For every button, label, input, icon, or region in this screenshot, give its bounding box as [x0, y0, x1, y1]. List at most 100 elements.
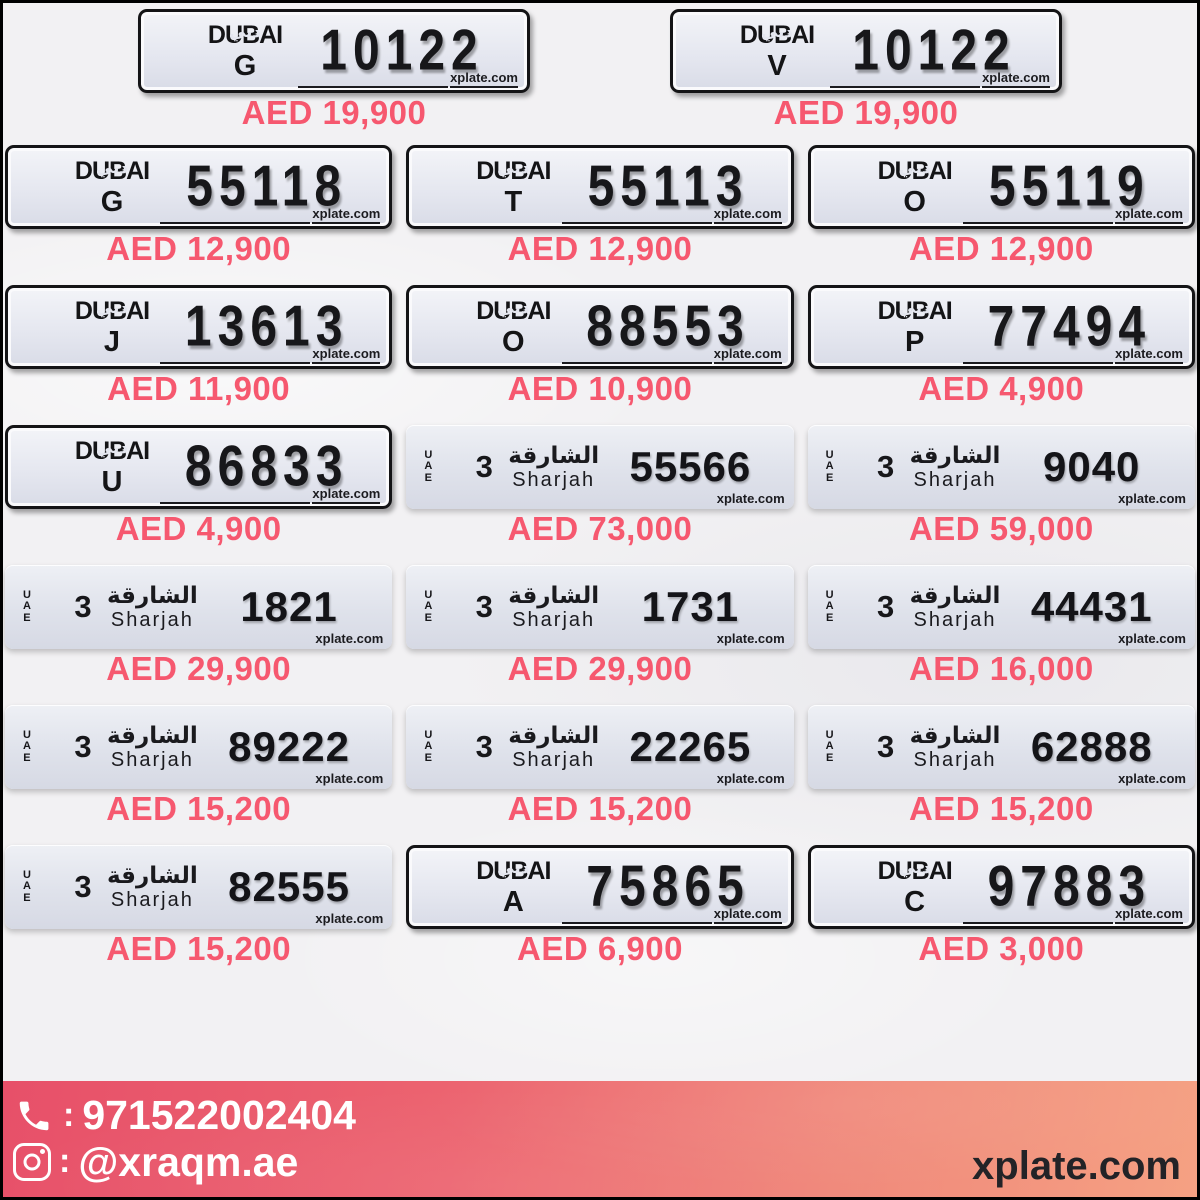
separator-colon: :	[59, 1142, 71, 1181]
dubai-plate: DUBAI دبي V 10122 xplate.com	[670, 9, 1062, 93]
plate-price: AED 19,900	[241, 94, 427, 131]
sharjah-arabic-label: الشارقة	[909, 722, 1001, 749]
plate-number: 44431	[1030, 583, 1153, 630]
uae-label: U A E	[424, 588, 433, 624]
sharjah-latin-label: Sharjah	[512, 748, 596, 771]
plate-price: AED 4,900	[918, 370, 1085, 407]
plate-listing: U A E 3 الشارقة Sharjah 22265 xplate.com…	[406, 705, 794, 825]
dubai-logo-latin: DUBAI	[877, 157, 953, 185]
plate-grid: DUBAI دبي G 55118 xplate.com AED 12,900 …	[3, 129, 1197, 965]
sharjah-city-label: الشارقة Sharjah	[909, 442, 1001, 491]
plate-listing: DUBAI دبي T 55113 xplate.com AED 12,900	[406, 145, 794, 265]
plate-code-letter: V	[767, 50, 787, 82]
plate-left-block: DUBAI دبي O	[409, 297, 569, 357]
plate-number: 1731	[641, 583, 740, 630]
xplate-watermark: xplate.com	[160, 486, 381, 504]
plate-number: 10122	[320, 18, 484, 83]
sharjah-city-label: الشارقة Sharjah	[508, 584, 599, 631]
xplate-watermark: xplate.com	[716, 631, 785, 647]
dubai-plate: DUBAI دبي P 77494 xplate.com	[807, 285, 1195, 369]
instagram-icon	[13, 1143, 51, 1182]
sharjah-arabic-label: الشارقة	[909, 582, 1001, 609]
instagram-line: : @xraqm.ae	[13, 1138, 356, 1185]
sharjah-latin-label: Sharjah	[110, 888, 194, 911]
plate-code-digit: 3	[475, 589, 493, 624]
plate-number: 1821	[240, 583, 338, 630]
plate-listing: U A E 3 الشارقة Sharjah 44431 xplate.com…	[807, 565, 1195, 685]
sharjah-plate: U A E 3 الشارقة Sharjah 62888 xplate.com	[807, 705, 1195, 789]
sharjah-arabic-label: الشارقة	[909, 442, 1001, 469]
separator-colon: :	[63, 1096, 75, 1135]
uae-label: U A E	[23, 588, 31, 624]
sharjah-plate: U A E 3 الشارقة Sharjah 82555 xplate.com	[5, 845, 393, 929]
sharjah-plate: U A E 3 الشارقة Sharjah 44431 xplate.com	[807, 565, 1195, 649]
phone-line: : 971522002404	[13, 1094, 356, 1137]
phone-icon	[13, 1095, 55, 1137]
plate-number: 75865	[586, 854, 750, 919]
plate-left-block: DUBAI دبي V	[673, 21, 833, 81]
xplate-watermark: xplate.com	[315, 911, 384, 927]
dubai-logo-latin: DUBAI	[476, 297, 551, 325]
dubai-logo-arabic: دبي	[95, 438, 129, 458]
xplate-watermark: xplate.com	[1118, 771, 1186, 787]
plate-left-block: DUBAI دبي O	[811, 157, 971, 217]
plate-code-digit: 3	[74, 729, 92, 764]
uae-label: U A E	[825, 588, 834, 624]
plate-number: 86833	[184, 434, 349, 499]
xplate-watermark: xplate.com	[1118, 491, 1186, 507]
xplate-watermark: xplate.com	[561, 906, 782, 924]
plate-number: 13613	[184, 294, 349, 359]
dubai-logo-arabic: دبي	[497, 298, 530, 318]
plate-number: 89222	[228, 723, 350, 770]
sharjah-city-label: الشارقة Sharjah	[107, 584, 198, 630]
xplate-watermark: xplate.com	[963, 346, 1183, 364]
sharjah-plate: U A E 3 الشارقة Sharjah 1821 xplate.com	[5, 565, 393, 649]
sharjah-plate: U A E 3 الشارقة Sharjah 1731 xplate.com	[406, 565, 794, 649]
plate-price: AED 3,000	[918, 930, 1085, 967]
plate-code-letter: O	[903, 186, 926, 218]
plate-code-digit: 3	[475, 449, 493, 484]
plate-number: 62888	[1030, 723, 1153, 770]
plate-price: AED 73,000	[507, 510, 693, 547]
plate-left-block: DUBAI دبي A	[409, 857, 569, 917]
dubai-logo: DUBAI دبي	[457, 857, 569, 885]
plate-left-block: DUBAI دبي G	[141, 21, 301, 81]
dubai-plate: DUBAI دبي A 75865 xplate.com	[406, 845, 794, 929]
dubai-plate: DUBAI دبي G 55118 xplate.com	[5, 145, 393, 229]
dubai-logo-latin: DUBAI	[74, 297, 150, 325]
plate-code-letter: O	[502, 326, 525, 358]
sharjah-city-label: الشارقة Sharjah	[909, 722, 1001, 770]
phone-number[interactable]: 971522002404	[82, 1092, 356, 1139]
xplate-watermark: xplate.com	[963, 206, 1183, 224]
sharjah-latin-label: Sharjah	[512, 608, 596, 631]
plate-listing: U A E 3 الشارقة Sharjah 9040 xplate.com …	[807, 425, 1195, 545]
sharjah-latin-label: Sharjah	[913, 468, 997, 491]
footer-banner: : 971522002404 : @xraqm.ae xplate.com	[3, 1081, 1197, 1197]
plate-code-digit: 3	[876, 449, 895, 484]
dubai-logo-latin: DUBAI	[207, 21, 283, 49]
instagram-handle[interactable]: @xraqm.ae	[78, 1138, 299, 1185]
plate-listing: DUBAI دبي J 13613 xplate.com AED 11,900	[5, 285, 393, 407]
sharjah-plate: U A E 3 الشارقة Sharjah 9040 xplate.com	[807, 425, 1195, 509]
plate-price: AED 11,900	[107, 370, 291, 407]
plate-listing: U A E 3 الشارقة Sharjah 89222 xplate.com…	[5, 705, 393, 825]
dubai-logo-arabic: دبي	[898, 858, 931, 878]
plate-price: AED 4,900	[115, 510, 282, 547]
dubai-plate: DUBAI دبي U 86833 xplate.com	[5, 425, 393, 509]
site-name: xplate.com	[972, 1144, 1181, 1188]
instagram-dot	[40, 1149, 45, 1155]
dubai-logo-arabic: دبي	[95, 158, 129, 178]
xplate-watermark: xplate.com	[315, 631, 384, 647]
plate-price: AED 12,900	[106, 230, 292, 267]
dubai-logo-arabic: دبي	[497, 858, 530, 878]
dubai-logo-arabic: دبي	[898, 158, 931, 178]
plate-code-digit: 3	[74, 869, 92, 904]
xplate-watermark: xplate.com	[716, 491, 785, 507]
plate-number: 10122	[852, 18, 1016, 83]
xplate-watermark: xplate.com	[160, 206, 381, 224]
xplate-watermark: xplate.com	[298, 70, 518, 88]
sharjah-plate: U A E 3 الشارقة Sharjah 22265 xplate.com	[406, 705, 794, 789]
dubai-logo: DUBAI دبي	[859, 297, 971, 325]
plate-listing: DUBAI دبي A 75865 xplate.com AED 6,900	[406, 845, 794, 965]
sharjah-city-label: الشارقة Sharjah	[107, 864, 198, 911]
